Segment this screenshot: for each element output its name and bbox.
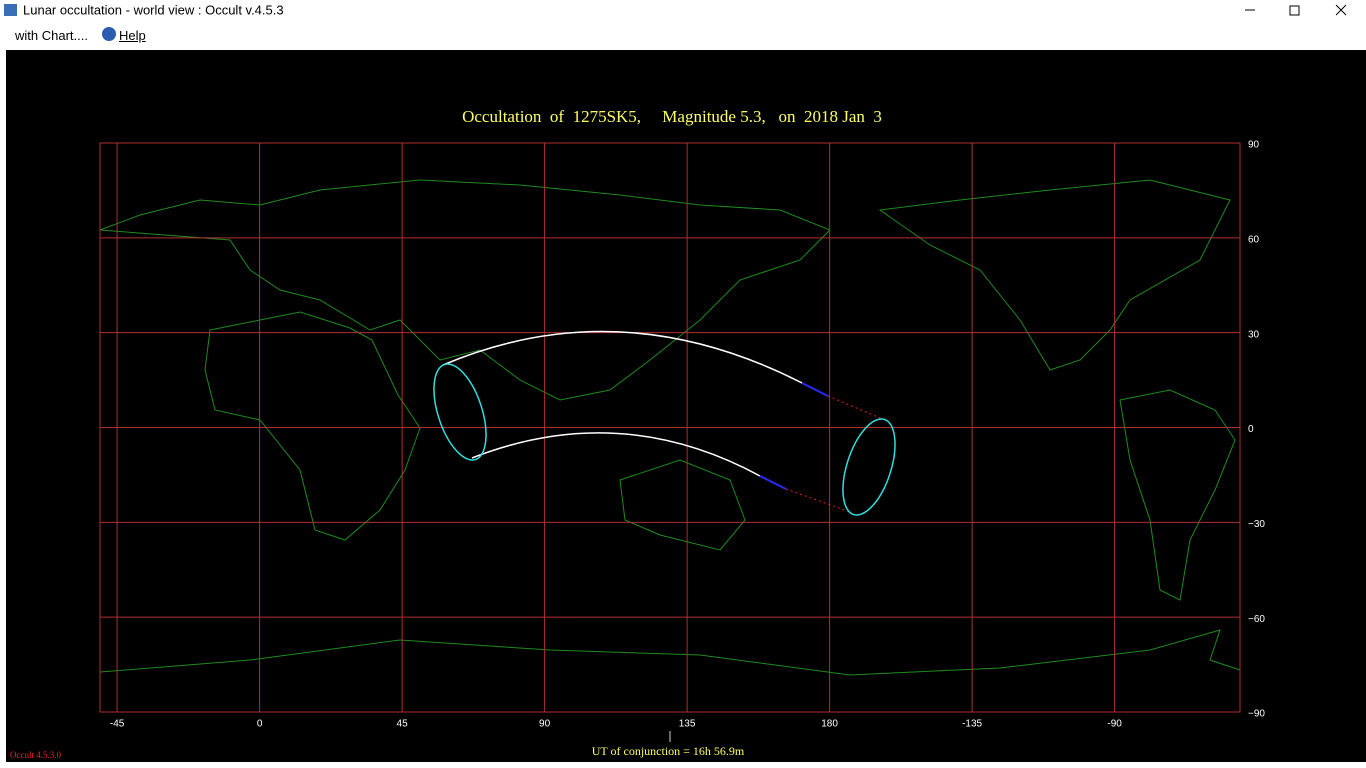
menu-item[interactable]: with Chart.... bbox=[15, 28, 88, 43]
window-title: Lunar occultation - world view : Occult … bbox=[23, 2, 284, 17]
x-tick-label: 180 bbox=[821, 719, 838, 730]
map-background bbox=[6, 50, 1366, 762]
shadow-outline bbox=[433, 363, 487, 461]
y-tick-label: −60 bbox=[1248, 614, 1265, 625]
coastline bbox=[1119, 389, 1236, 601]
path-extension bbox=[759, 475, 787, 490]
map-title: Occultation of 1275SK5, Magnitude 5.3, o… bbox=[462, 107, 882, 126]
menu-bar: with Chart.... Help bbox=[0, 22, 1366, 48]
y-tick-label: −90 bbox=[1248, 709, 1265, 720]
y-tick-label: −30 bbox=[1248, 519, 1265, 530]
conjunction-time: UT of conjunction = 16h 56.9m bbox=[592, 744, 745, 758]
path-dotted bbox=[827, 395, 886, 421]
path-dotted bbox=[785, 488, 851, 513]
x-tick-label: -135 bbox=[962, 719, 982, 730]
version-label: Occult 4.5.3.0 bbox=[10, 750, 61, 760]
y-tick-label: 90 bbox=[1248, 140, 1260, 151]
coastline bbox=[204, 311, 421, 541]
y-tick-label: 60 bbox=[1248, 234, 1260, 245]
x-tick-label: 135 bbox=[679, 719, 696, 730]
x-tick-label: -45 bbox=[110, 719, 125, 730]
menu-item[interactable]: Help bbox=[119, 28, 146, 43]
app-icon bbox=[4, 4, 17, 16]
help-icon bbox=[102, 27, 116, 41]
map-view: -45 0 45 90 135 180 -135 -90 90 60 30 0 −30 −60 −90 Oc… bbox=[6, 50, 1366, 762]
x-tick-label: 90 bbox=[539, 719, 551, 730]
x-tick-label: 45 bbox=[397, 719, 409, 730]
y-tick-label: 30 bbox=[1248, 329, 1260, 340]
northern-limit bbox=[442, 330, 803, 384]
shadow-outline bbox=[842, 418, 896, 516]
title-bar: Lunar occultation - world view : Occult … bbox=[0, 0, 1366, 22]
x-tick-label: 0 bbox=[257, 719, 263, 730]
title-bar-graphics: Lunar occultation - world view : Occult … bbox=[4, 2, 1347, 17]
x-tick-label: -90 bbox=[1107, 719, 1122, 730]
coastlines bbox=[99, 179, 1241, 676]
map-plot: -45 0 45 90 135 180 -135 -90 90 60 30 0 −30 −60 −90 bbox=[99, 140, 1265, 730]
path-extension bbox=[801, 382, 829, 397]
close-button[interactable] bbox=[1335, 4, 1347, 16]
restore-button[interactable] bbox=[1289, 5, 1300, 16]
coastline bbox=[878, 179, 1231, 371]
occultation-paths: Occultation of 1275SK5, Magnitude 5.3, o… bbox=[10, 107, 896, 760]
southern-limit bbox=[471, 432, 761, 477]
y-tick-label: 0 bbox=[1248, 424, 1254, 435]
coastline bbox=[99, 179, 831, 401]
coastline bbox=[99, 629, 1241, 676]
